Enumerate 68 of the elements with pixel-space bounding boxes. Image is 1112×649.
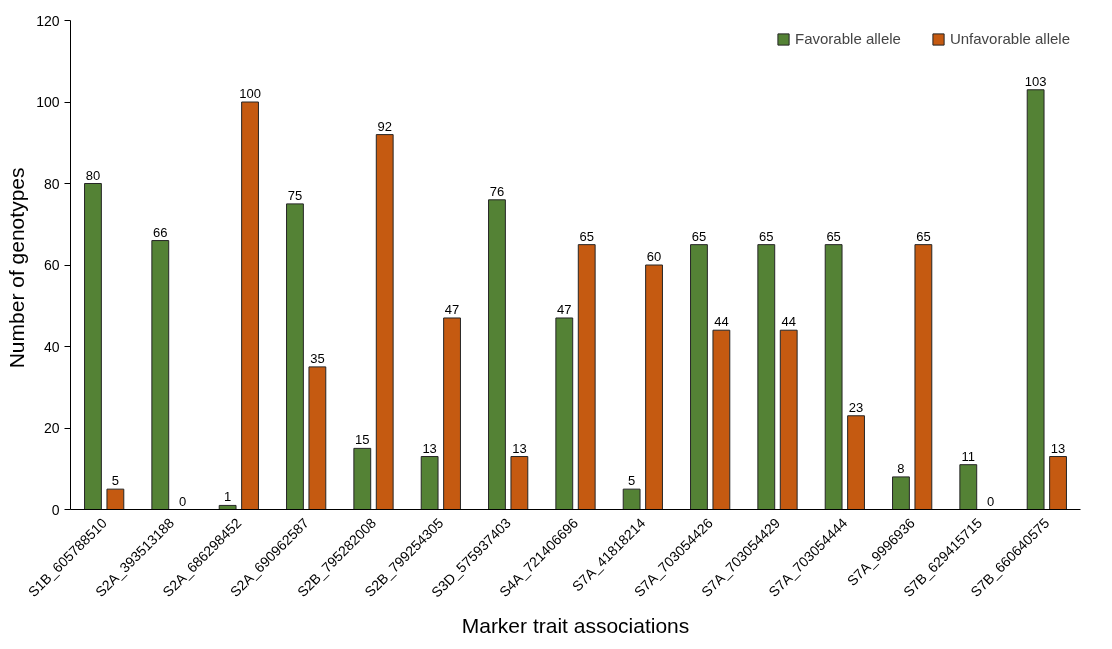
y-tick-label: 20 [43,420,60,436]
bar [959,464,978,510]
bar [106,488,125,510]
bar [286,203,304,510]
legend-label: Unfavorable allele [949,30,1070,47]
data-label: 65 [826,228,841,244]
data-label: 65 [579,228,594,244]
data-label: 8 [897,460,905,476]
data-label: 0 [179,493,187,509]
bar [510,456,529,510]
bar [645,264,663,510]
bar [555,317,574,510]
y-tick-label: 60 [43,257,60,273]
bar [353,447,372,510]
data-label: 11 [961,448,976,464]
data-label: 60 [646,249,662,264]
legend-label: Favorable allele [795,30,901,47]
data-label: 15 [355,432,370,448]
bar [1049,456,1067,510]
y-tick-label: 80 [43,175,60,192]
data-label: 65 [691,228,707,244]
data-label: 44 [714,314,729,330]
data-label: 76 [489,183,505,199]
data-label: 0 [987,493,995,509]
bar [488,199,506,510]
bar [308,366,327,510]
data-label: 44 [781,314,796,330]
bar [914,244,933,510]
bar [712,329,731,510]
y-axis-title: Number of genotypes [5,167,29,369]
bar [84,183,102,510]
x-axis-title: Marker trait associations [461,614,690,638]
bar [757,244,776,510]
bar [824,244,843,510]
bar [375,134,394,510]
bar [151,240,170,510]
y-tick-label: 100 [36,94,60,110]
data-label: 5 [628,473,636,489]
data-label: 5 [111,473,119,489]
data-label: 66 [153,224,168,240]
bar [420,456,439,510]
bar [690,244,708,510]
bar [443,317,461,510]
data-label: 65 [916,228,931,244]
bar [892,476,910,510]
data-label: 13 [1050,440,1066,456]
data-label: 13 [422,440,437,456]
y-tick-label: 120 [36,12,60,29]
bar [847,415,865,510]
data-label: 103 [1024,73,1047,89]
data-label: 47 [444,301,460,317]
data-label: 75 [287,187,303,203]
data-label: 65 [759,228,774,244]
data-label: 92 [377,118,392,134]
data-label: 100 [239,86,261,101]
bar [779,329,798,510]
data-label: 23 [848,399,864,415]
bar [241,101,259,510]
bar [622,488,641,510]
data-label: 1 [224,489,232,505]
data-label: 80 [85,167,101,183]
bar [577,244,596,510]
data-label: 47 [557,301,572,317]
y-tick-label: 0 [51,501,60,518]
bar [1026,89,1045,510]
data-label: 13 [512,440,527,456]
y-tick-label: 40 [43,338,60,355]
data-label: 35 [310,350,325,366]
